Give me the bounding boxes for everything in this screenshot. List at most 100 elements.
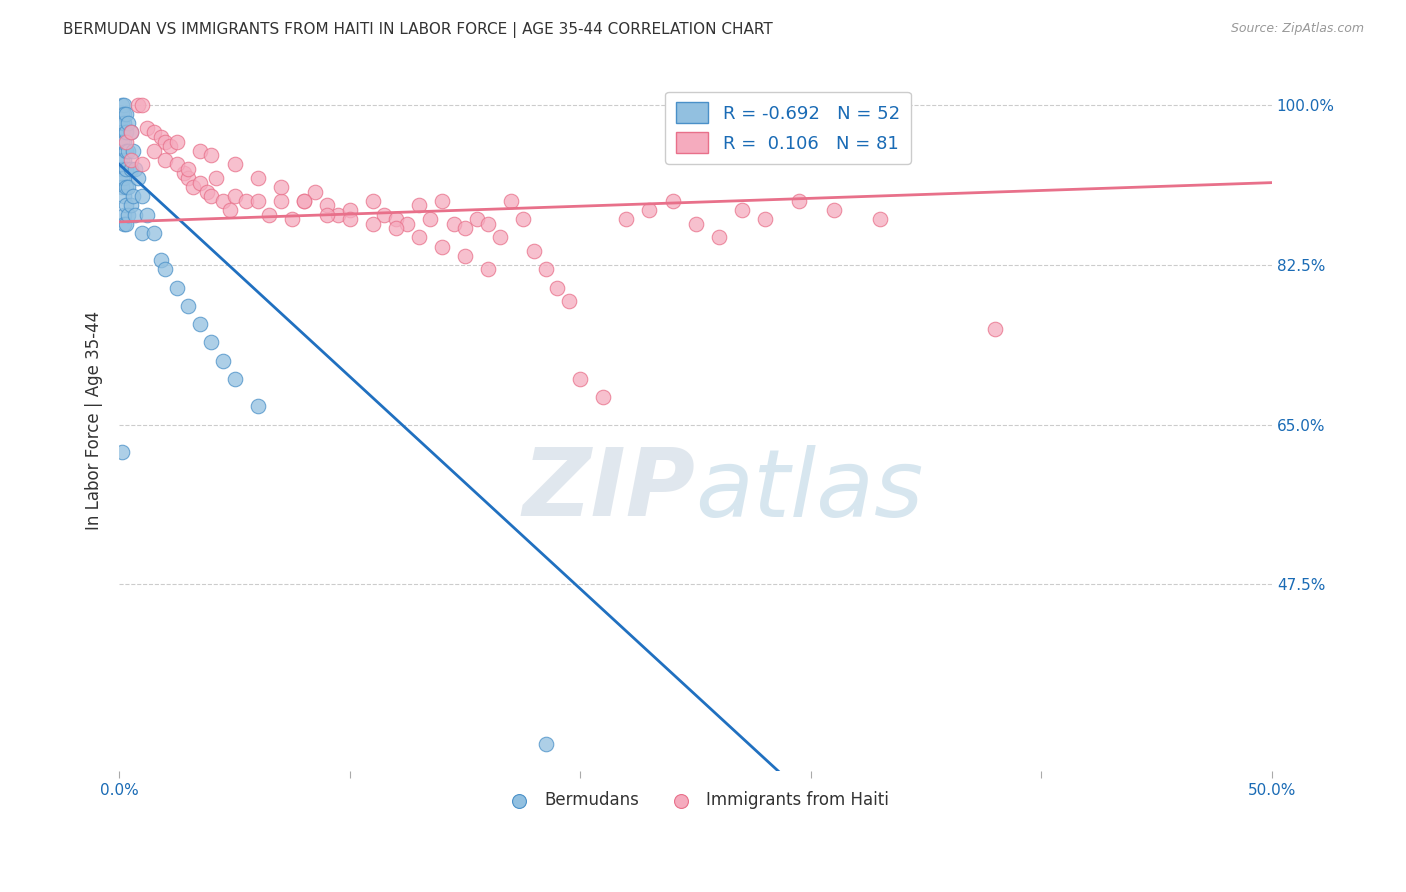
Point [149, 253, 172, 268]
Point [361, 217, 384, 231]
Point [477, 217, 499, 231]
Point [155, 262, 177, 277]
Point [115, 217, 138, 231]
Point [984, 321, 1007, 335]
Point [112, 107, 135, 121]
Point [120, 153, 142, 167]
Point [122, 189, 145, 203]
Point [246, 194, 269, 208]
Point [173, 166, 195, 180]
Point [188, 317, 211, 331]
Point [117, 180, 139, 194]
Point [115, 161, 138, 176]
Point [212, 353, 235, 368]
Point [200, 189, 222, 203]
Point [117, 208, 139, 222]
Point [188, 144, 211, 158]
Point [270, 180, 292, 194]
Point [131, 226, 153, 240]
Point [304, 185, 326, 199]
Y-axis label: In Labor Force | Age 35-44: In Labor Force | Age 35-44 [86, 310, 103, 530]
Point [142, 144, 165, 158]
Point [707, 230, 730, 244]
Point [661, 194, 683, 208]
Point [136, 120, 159, 135]
Point [122, 144, 145, 158]
Point [501, 194, 523, 208]
Point [115, 107, 138, 121]
Point [181, 180, 204, 194]
Point [120, 161, 142, 176]
Point [115, 135, 138, 149]
Point [361, 194, 384, 208]
Point [112, 189, 135, 203]
Legend: Bermudans, Immigrants from Haiti: Bermudans, Immigrants from Haiti [496, 784, 896, 816]
Point [127, 98, 149, 112]
Point [219, 202, 242, 217]
Point [110, 445, 132, 459]
Point [685, 217, 707, 231]
Point [569, 372, 592, 386]
Point [188, 176, 211, 190]
Point [149, 130, 172, 145]
Point [110, 116, 132, 130]
Point [112, 171, 135, 186]
Point [110, 153, 132, 167]
Point [246, 171, 269, 186]
Point [246, 399, 269, 413]
Point [177, 299, 200, 313]
Point [166, 157, 188, 171]
Point [115, 198, 138, 212]
Point [373, 208, 395, 222]
Point [339, 202, 361, 217]
Point [224, 189, 246, 203]
Point [200, 335, 222, 350]
Point [124, 161, 146, 176]
Point [112, 208, 135, 222]
Point [534, 737, 557, 751]
Point [110, 135, 132, 149]
Point [869, 212, 891, 227]
Point [592, 390, 614, 404]
Point [115, 125, 138, 139]
Point [270, 194, 292, 208]
Point [112, 135, 135, 149]
Point [115, 144, 138, 158]
Point [200, 148, 222, 162]
Point [315, 208, 337, 222]
Point [408, 198, 430, 212]
Point [224, 157, 246, 171]
Text: atlas: atlas [696, 445, 924, 536]
Point [115, 180, 138, 194]
Point [488, 230, 510, 244]
Point [112, 153, 135, 167]
Point [112, 116, 135, 130]
Point [142, 125, 165, 139]
Point [110, 98, 132, 112]
Point [177, 161, 200, 176]
Point [110, 107, 132, 121]
Point [385, 221, 408, 235]
Point [523, 244, 546, 258]
Point [430, 194, 453, 208]
Point [120, 198, 142, 212]
Point [117, 116, 139, 130]
Point [212, 194, 235, 208]
Point [124, 208, 146, 222]
Point [127, 171, 149, 186]
Point [142, 226, 165, 240]
Point [385, 212, 408, 227]
Point [534, 262, 557, 277]
Point [328, 208, 350, 222]
Point [546, 280, 568, 294]
Point [110, 171, 132, 186]
Text: Source: ZipAtlas.com: Source: ZipAtlas.com [1230, 22, 1364, 36]
Point [112, 98, 135, 112]
Point [292, 194, 315, 208]
Point [166, 135, 188, 149]
Point [454, 221, 477, 235]
Point [235, 194, 257, 208]
Point [465, 212, 488, 227]
Point [110, 125, 132, 139]
Point [120, 125, 142, 139]
